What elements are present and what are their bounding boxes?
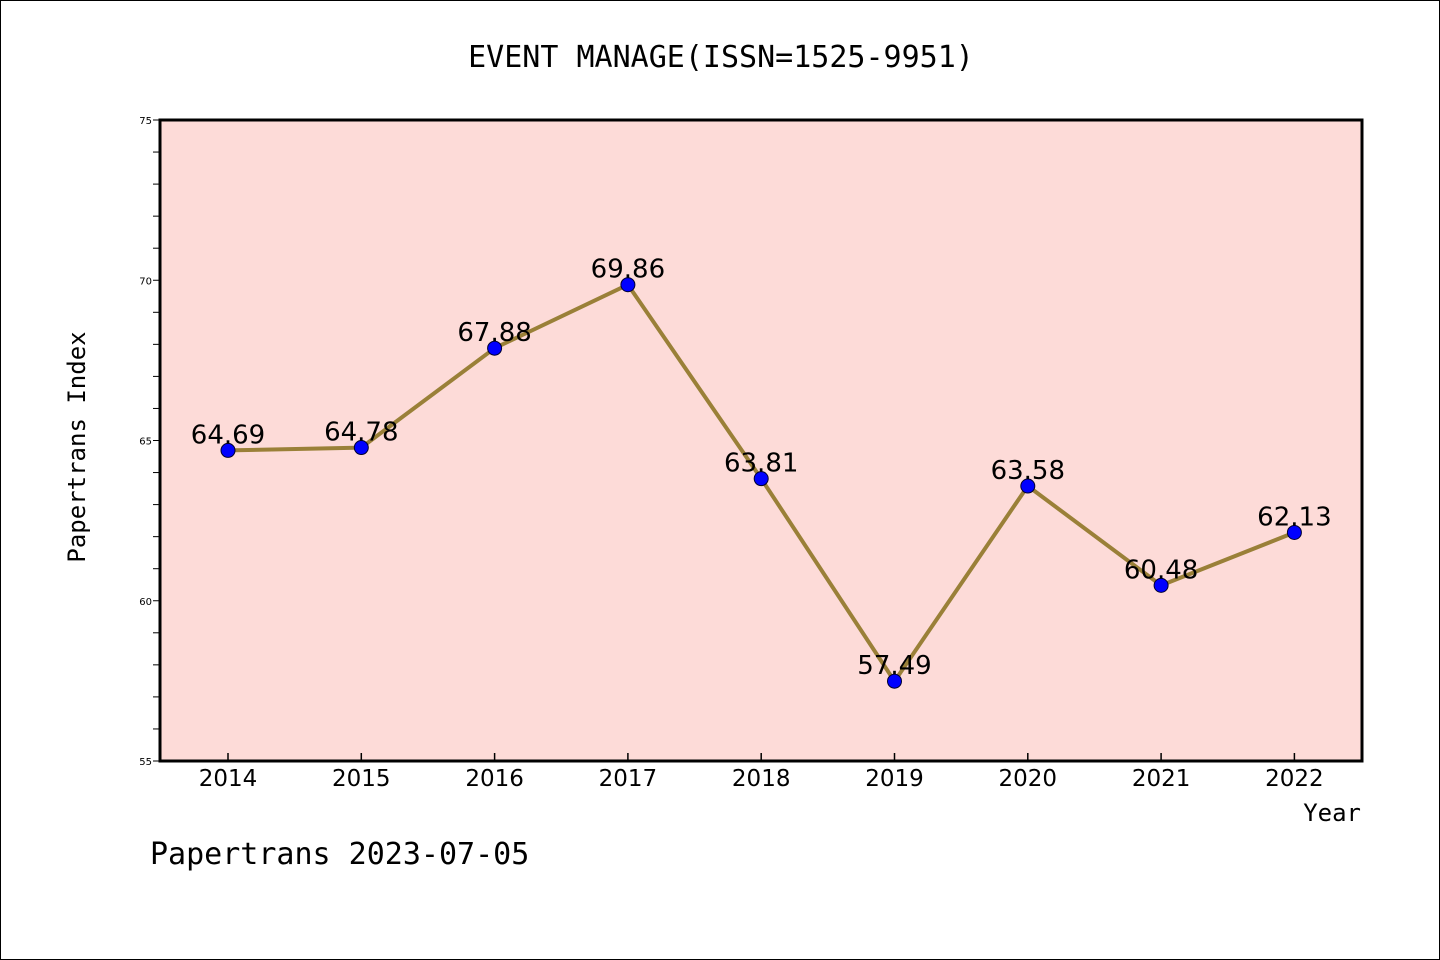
data-point <box>487 340 503 356</box>
data-point <box>220 442 236 458</box>
data-point <box>1286 524 1302 540</box>
data-label: 63.81 <box>724 449 798 479</box>
data-label: 63.58 <box>991 456 1065 486</box>
x-tick-label: 2018 <box>732 766 791 792</box>
data-label: 64.69 <box>191 420 265 450</box>
data-labels: 64.69 64.78 67.88 69.86 63.81 57.49 63.58 60.48… <box>191 255 1332 681</box>
x-tick-label: 2014 <box>199 766 258 792</box>
y-tick-label: 70 <box>139 276 152 287</box>
y-axis-label: Papertrans Index <box>63 331 91 562</box>
x-tick-label: 2019 <box>865 766 924 792</box>
data-label: 64.78 <box>324 418 398 448</box>
x-tick-label: 2021 <box>1132 766 1191 792</box>
data-label: 57.49 <box>857 651 931 681</box>
data-points <box>220 277 1302 689</box>
y-tick-label: 60 <box>139 597 152 608</box>
x-tick-label: 2015 <box>332 766 391 792</box>
data-label: 69.86 <box>591 255 665 285</box>
data-label: 67.88 <box>457 318 531 348</box>
y-tick-label: 65 <box>139 437 152 448</box>
data-point <box>353 440 369 456</box>
data-point <box>753 471 769 487</box>
y-tick-label: 55 <box>139 757 152 768</box>
data-label: 62.13 <box>1257 502 1331 532</box>
data-point <box>620 277 636 293</box>
y-tick-label: 75 <box>139 116 152 127</box>
x-tick-label: 2016 <box>465 766 524 792</box>
data-label: 60.48 <box>1124 555 1198 585</box>
data-point <box>1153 577 1169 593</box>
y-axis: 55 60 65 70 75 <box>139 116 160 768</box>
x-tick-label: 2020 <box>999 766 1058 792</box>
chart-title: EVENT MANAGE(ISSN=1525-9951) <box>468 40 974 75</box>
data-point <box>1020 478 1036 494</box>
data-point <box>887 673 902 689</box>
x-axis: 2014 2015 2016 2017 2018 2019 2020 2021 2022 <box>199 753 1324 792</box>
x-tick-label: 2022 <box>1265 766 1324 792</box>
x-axis-label: Year <box>1303 799 1361 827</box>
footer-credit: Papertrans 2023-07-05 <box>150 837 529 872</box>
x-tick-label: 2017 <box>599 766 658 792</box>
